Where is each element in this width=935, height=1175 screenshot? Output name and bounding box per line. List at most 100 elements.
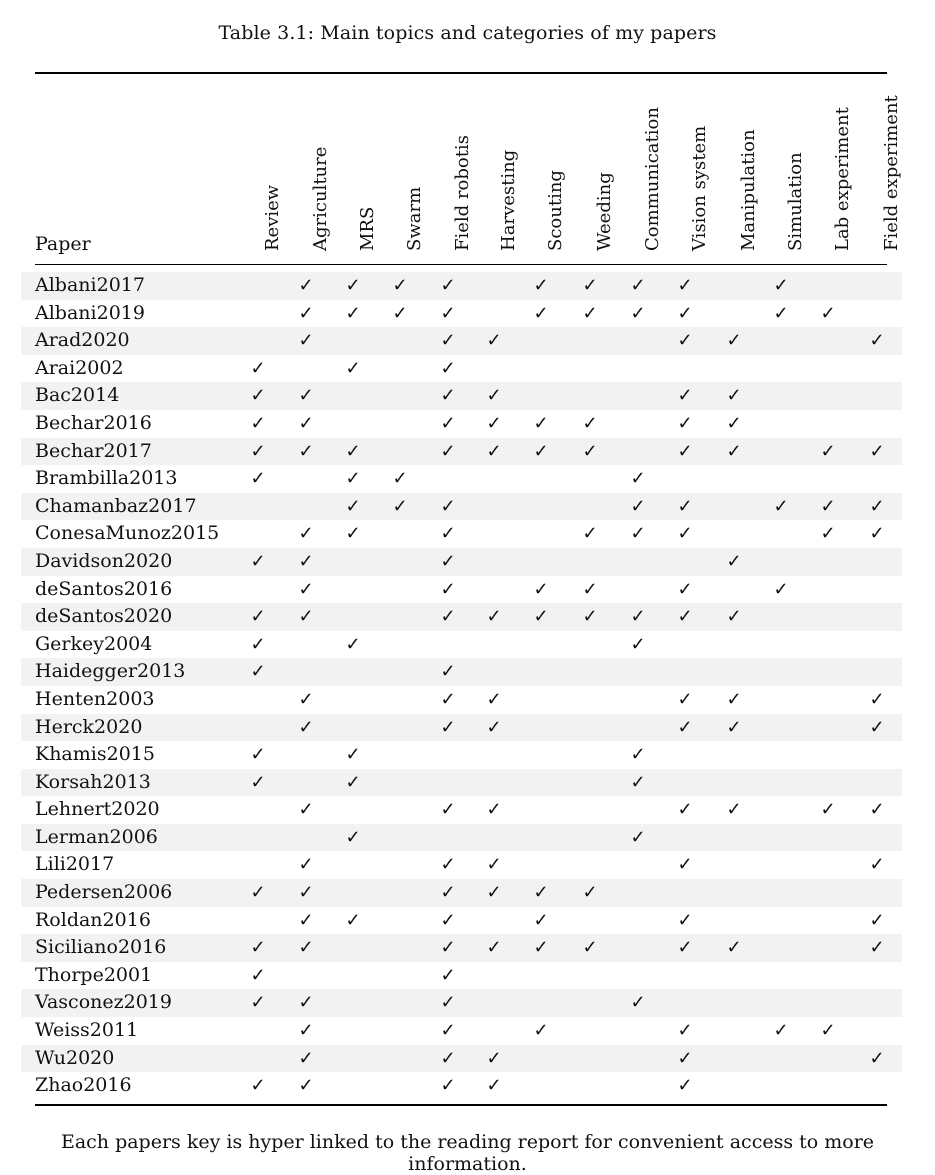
check-mark-icon: ✓ — [392, 275, 408, 296]
paper-key-link[interactable]: Albani2017 — [35, 274, 145, 296]
paper-key-link[interactable]: Vasconez2019 — [35, 991, 172, 1014]
check-mark-icon: ✓ — [869, 688, 885, 710]
paper-key-link[interactable]: Khamis2015 — [35, 743, 155, 766]
paper-key-link[interactable]: Siciliano2016 — [35, 936, 167, 959]
paper-key-link[interactable]: Thorpe2001 — [35, 963, 153, 986]
check-mark-icon: ✓ — [869, 937, 885, 959]
paper-key-link[interactable]: Lehnert2020 — [35, 798, 160, 821]
check-mark-icon: ✓ — [440, 385, 456, 407]
column-header-label: Agriculture — [310, 146, 331, 251]
table-row: Chamanbaz2017 ✓ ✓ ✓ ✓ ✓ ✓ ✓ ✓ — [21, 492, 902, 521]
check-mark-icon: ✓ — [250, 771, 266, 793]
check-mark-icon: ✓ — [250, 633, 266, 655]
check-mark-icon: ✓ — [533, 937, 549, 959]
check-mark-icon: ✓ — [677, 1047, 693, 1069]
paper-key-link[interactable]: Albani2019 — [35, 301, 145, 324]
paper-key-link[interactable]: ConesaMunoz2015 — [35, 522, 220, 545]
paper-key-link[interactable]: Henten2003 — [35, 687, 155, 710]
column-header-label: Communication — [642, 107, 663, 251]
check-mark-icon: ✓ — [726, 412, 742, 434]
check-mark-icon: ✓ — [440, 854, 456, 876]
check-mark-icon: ✓ — [298, 275, 314, 296]
check-mark-icon: ✓ — [869, 799, 885, 821]
paper-key-link[interactable]: Chamanbaz2017 — [35, 494, 197, 517]
table-row: Gerkey2004 ✓ ✓ ✓ — [21, 631, 902, 659]
check-mark-icon: ✓ — [298, 523, 314, 545]
paper-key-link[interactable]: Herck2020 — [35, 715, 143, 738]
table-row: Davidson2020 ✓ ✓ ✓ ✓ — [21, 547, 902, 576]
paper-key-link[interactable]: Wu2020 — [35, 1046, 115, 1069]
check-mark-icon: ✓ — [298, 854, 314, 876]
check-mark-icon: ✓ — [726, 688, 742, 710]
top-rule — [35, 72, 887, 74]
paper-key-link[interactable]: Arai2002 — [35, 356, 124, 379]
check-mark-icon: ✓ — [250, 606, 266, 628]
check-mark-icon: ✓ — [298, 937, 314, 959]
check-mark-icon: ✓ — [440, 688, 456, 710]
column-header-label: Review — [262, 184, 283, 251]
column-header-label: Weeding — [594, 172, 615, 251]
table-row: Arad2020 ✓ ✓ ✓ ✓ ✓ ✓ — [21, 327, 902, 355]
check-mark-icon: ✓ — [677, 302, 693, 324]
check-mark-icon: ✓ — [250, 882, 266, 904]
check-mark-icon: ✓ — [345, 826, 361, 848]
paper-key-link[interactable]: Arad2020 — [35, 329, 130, 352]
check-mark-icon: ✓ — [630, 302, 646, 324]
paper-key-link[interactable]: Lerman2006 — [35, 825, 158, 848]
check-mark-icon: ✓ — [486, 606, 502, 628]
paper-key-link[interactable]: Bac2014 — [35, 384, 120, 407]
paper-key-link[interactable]: Korsah2013 — [35, 770, 151, 793]
table-row: Herck2020 ✓ ✓ ✓ ✓ ✓ ✓ — [21, 713, 902, 742]
check-mark-icon: ✓ — [582, 523, 598, 545]
check-mark-icon: ✓ — [726, 606, 742, 628]
check-mark-icon: ✓ — [440, 412, 456, 434]
paper-key-link[interactable]: Haidegger2013 — [35, 660, 186, 683]
check-mark-icon: ✓ — [726, 330, 742, 352]
table-row: Haidegger2013 ✓ ✓ — [21, 658, 902, 686]
check-mark-icon: ✓ — [298, 909, 314, 931]
check-mark-icon: ✓ — [298, 440, 314, 462]
check-mark-icon: ✓ — [440, 578, 456, 600]
check-mark-icon: ✓ — [440, 357, 456, 379]
check-mark-icon: ✓ — [630, 606, 646, 628]
check-mark-icon: ✓ — [440, 523, 456, 545]
check-mark-icon: ✓ — [486, 412, 502, 434]
check-mark-icon: ✓ — [773, 302, 789, 324]
paper-key-link[interactable]: Gerkey2004 — [35, 632, 153, 655]
check-mark-icon: ✓ — [533, 275, 549, 296]
bottom-rule — [35, 1104, 887, 1106]
paper-key-link[interactable]: Brambilla2013 — [35, 467, 178, 490]
check-mark-icon: ✓ — [726, 440, 742, 462]
check-mark-icon: ✓ — [582, 440, 598, 462]
paper-key-link[interactable]: Bechar2016 — [35, 411, 152, 434]
check-mark-icon: ✓ — [345, 633, 361, 655]
column-header-label: Swarm — [404, 186, 425, 251]
check-mark-icon: ✓ — [533, 1020, 549, 1042]
check-mark-icon: ✓ — [486, 882, 502, 904]
check-mark-icon: ✓ — [630, 992, 646, 1014]
column-header-label: Vision system — [689, 125, 710, 251]
paper-key-link[interactable]: Pedersen2006 — [35, 881, 173, 904]
check-mark-icon: ✓ — [486, 385, 502, 407]
check-mark-icon: ✓ — [486, 688, 502, 710]
check-mark-icon: ✓ — [820, 1020, 836, 1042]
check-mark-icon: ✓ — [869, 716, 885, 738]
check-mark-icon: ✓ — [345, 495, 361, 517]
paper-key-link[interactable]: Bechar2017 — [35, 439, 152, 462]
paper-key-link[interactable]: Weiss2011 — [35, 1019, 139, 1042]
paper-key-link[interactable]: Zhao2016 — [35, 1074, 132, 1097]
table-row: Albani2017 ✓ ✓ ✓ ✓ ✓ ✓ ✓ ✓ ✓ — [21, 272, 902, 300]
table-row: Siciliano2016 ✓ ✓ ✓ ✓ ✓ ✓ ✓ ✓ ✓ — [21, 934, 902, 962]
paper-key-link[interactable]: Lili2017 — [35, 853, 115, 876]
paper-key-link[interactable]: deSantos2020 — [35, 605, 173, 628]
table-row: Bac2014 ✓ ✓ ✓ ✓ ✓ ✓ — [21, 382, 902, 410]
paper-key-link[interactable]: deSantos2016 — [35, 577, 173, 600]
check-mark-icon: ✓ — [250, 1075, 266, 1097]
table-row: Pedersen2006 ✓ ✓ ✓ ✓ ✓ ✓ — [21, 879, 902, 907]
paper-key-link[interactable]: Roldan2016 — [35, 908, 151, 931]
paper-key-link[interactable]: Davidson2020 — [35, 549, 173, 572]
check-mark-icon: ✓ — [630, 468, 646, 490]
check-mark-icon: ✓ — [345, 744, 361, 766]
check-mark-icon: ✓ — [440, 964, 456, 986]
check-mark-icon: ✓ — [250, 744, 266, 766]
